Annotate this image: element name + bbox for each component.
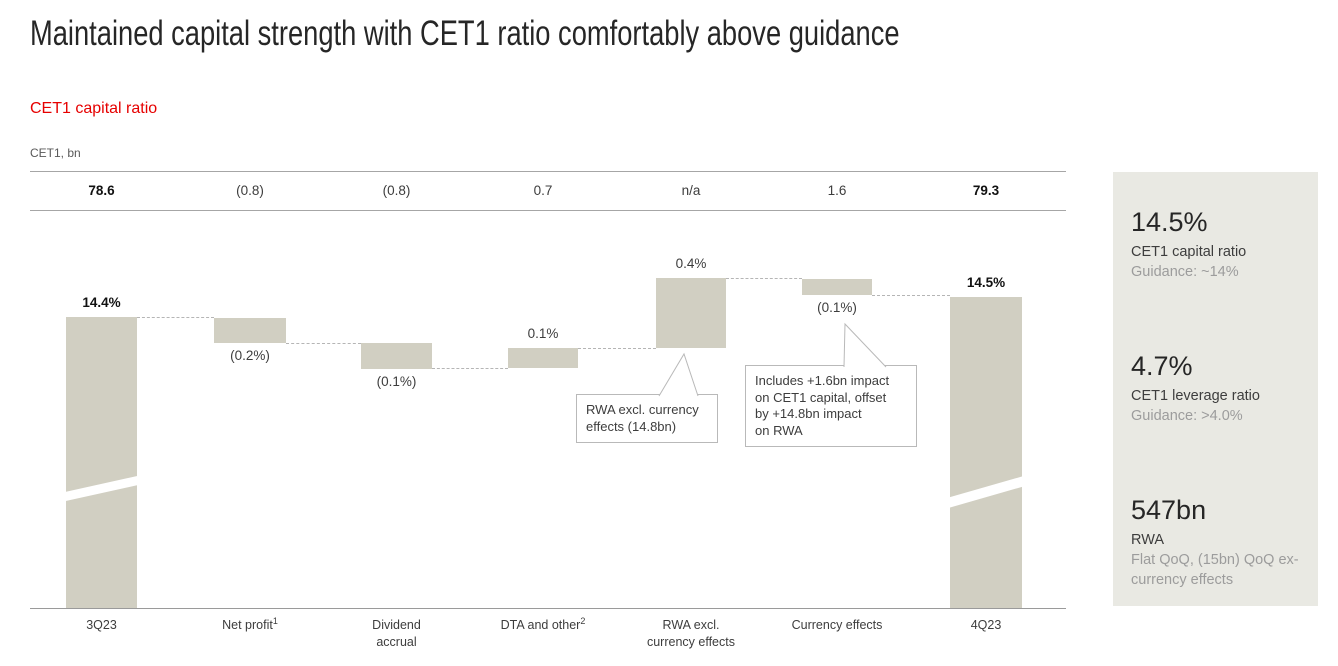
kpi-label: CET1 capital ratio xyxy=(1131,244,1247,260)
waterfall-connector xyxy=(726,278,802,279)
x-axis-category: RWA excl. currency effects xyxy=(646,618,735,649)
kpi-sidebar: 14.5% CET1 capital ratio Guidance: ~14% … xyxy=(1113,172,1318,606)
x-axis-line xyxy=(30,608,1066,609)
x-axis-category: Net profit1 xyxy=(222,615,278,632)
kpi-guidance: Guidance: >4.0% xyxy=(1131,408,1243,424)
bar-label: (0.1%) xyxy=(817,300,857,315)
callout-line: on CET1 capital, offset xyxy=(755,389,887,405)
x-axis-category: 4Q23 xyxy=(970,618,1002,632)
plot-area: 14.4% (0.2%) (0.1%) 0.1% 0.4% (0.1%) 14.5% xyxy=(30,171,1066,608)
kpi-value: 14.5% xyxy=(1131,207,1208,237)
bar-label: 14.5% xyxy=(966,275,1006,290)
bar xyxy=(945,297,1027,608)
bar xyxy=(60,317,143,608)
waterfall-connector xyxy=(872,295,950,296)
bar-label: 14.4% xyxy=(82,295,121,310)
axis-break-icon xyxy=(60,475,143,502)
kpi-label: RWA xyxy=(1131,532,1165,548)
x-axis-category: Dividend accrual xyxy=(372,618,421,649)
x-axis-category: 3Q23 xyxy=(86,618,117,632)
x-axis-category: Currency effects xyxy=(791,618,883,632)
waterfall-connector xyxy=(578,348,656,349)
x-axis-category: DTA and other2 xyxy=(500,615,586,632)
value-cell: 0.7 xyxy=(533,183,553,198)
callout-currency-effects: Includes +1.6bn impact on CET1 capital, o… xyxy=(745,365,917,447)
kpi-guidance: Guidance: ~14% xyxy=(1131,264,1239,280)
value-row: 78.6 (0.8) (0.8) 0.7 n/a 1.6 79.3 xyxy=(30,171,1066,211)
page-title: Maintained capital strength with CET1 ra… xyxy=(30,14,1145,54)
value-cell: (0.8) xyxy=(382,183,411,198)
bar xyxy=(214,318,286,343)
kpi-label: CET1 leverage ratio xyxy=(1131,388,1260,404)
bar-label: (0.2%) xyxy=(230,348,270,363)
axis-unit-label: CET1, bn xyxy=(30,146,81,160)
value-cell: (0.8) xyxy=(236,183,264,198)
value-cell: n/a xyxy=(681,183,701,198)
waterfall-chart: 78.6 (0.8) (0.8) 0.7 n/a 1.6 79.3 14.4% (0.2%) (… xyxy=(30,171,1066,656)
callout-line: by +14.8bn impact xyxy=(755,406,862,421)
kpi-rwa: 547bn RWA Flat QoQ, (15bn) QoQ ex-curren… xyxy=(1131,494,1300,590)
waterfall-connector xyxy=(286,343,361,344)
bar-label: 0.1% xyxy=(527,326,559,341)
value-cell: 79.3 xyxy=(972,183,1000,198)
kpi-cet1-leverage-ratio: 4.7% CET1 leverage ratio Guidance: >4.0% xyxy=(1131,350,1300,426)
callout-line: effects (14.8bn) xyxy=(586,418,677,434)
chart-title: CET1 capital ratio xyxy=(30,100,158,117)
callout-rwa-excl-currency: RWA excl. currency effects (14.8bn) xyxy=(576,394,718,443)
bar-label: 0.4% xyxy=(675,256,707,271)
value-cell: 1.6 xyxy=(827,183,847,198)
callout-line: on RWA xyxy=(755,422,803,438)
value-cell: 78.6 xyxy=(88,183,115,198)
waterfall-connector xyxy=(432,368,508,369)
kpi-value: 547bn xyxy=(1131,495,1207,525)
callout-line: RWA excl. currency xyxy=(586,402,699,417)
bar xyxy=(361,343,432,369)
callout-line: Includes +1.6bn impact xyxy=(755,373,890,388)
waterfall-connector xyxy=(137,317,214,318)
bar xyxy=(802,279,872,295)
axis-break-icon xyxy=(945,475,1027,509)
kpi-cet1-capital-ratio: 14.5% CET1 capital ratio Guidance: ~14% xyxy=(1131,206,1300,282)
bar-label: (0.1%) xyxy=(376,374,417,389)
kpi-value: 4.7% xyxy=(1131,351,1193,381)
bar xyxy=(508,348,578,368)
kpi-guidance: Flat QoQ, (15bn) QoQ ex-currency effects xyxy=(1131,552,1299,588)
bar xyxy=(656,278,726,348)
page-title-text: Maintained capital strength with CET1 ra… xyxy=(30,14,900,53)
